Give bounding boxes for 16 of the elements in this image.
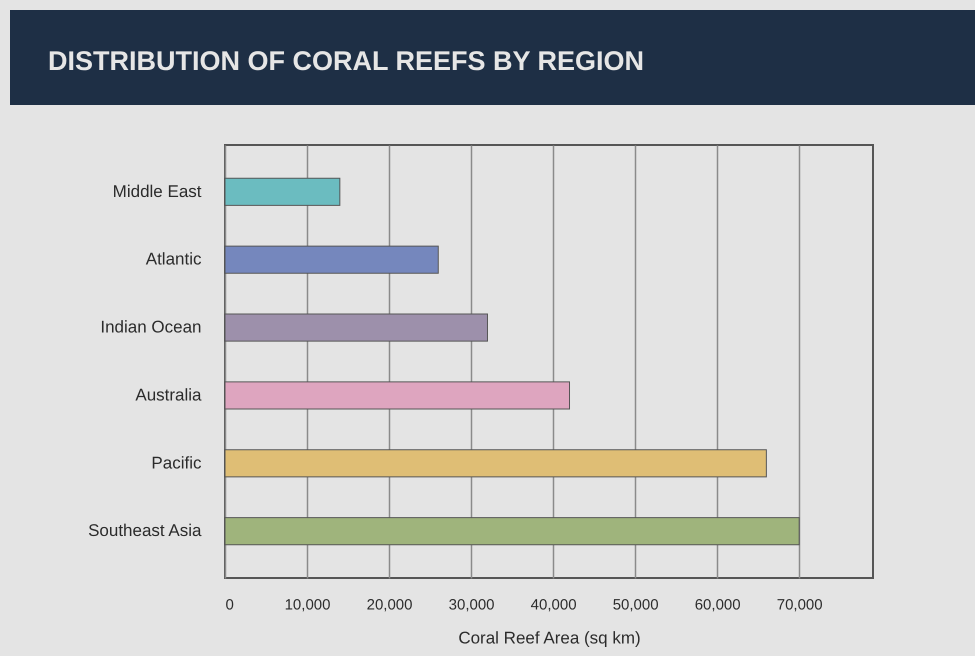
y-tick-label: Atlantic (146, 250, 202, 269)
x-tick-label: 70,000 (776, 596, 823, 614)
x-tick-label: 10,000 (284, 596, 330, 614)
x-tick-label: 0 (226, 596, 234, 614)
x-tick-label: 40,000 (530, 596, 577, 614)
y-tick-label: Indian Ocean (100, 318, 202, 337)
y-tick-label: Australia (135, 385, 202, 404)
x-tick-label: 20,000 (366, 596, 412, 614)
y-tick-label: Middle East (112, 182, 202, 201)
x-tick-label: 50,000 (612, 596, 659, 614)
y-tick-label: Pacific (151, 453, 202, 472)
x-tick-label: 60,000 (694, 596, 741, 614)
x-tick-label: 30,000 (448, 596, 495, 614)
chart-title: DISTRIBUTION OF CORAL REEFS BY REGION (48, 46, 644, 76)
y-tick-label: Southeast Asia (88, 521, 202, 540)
x-axis-title: Coral Reef Area (sq km) (458, 628, 641, 648)
